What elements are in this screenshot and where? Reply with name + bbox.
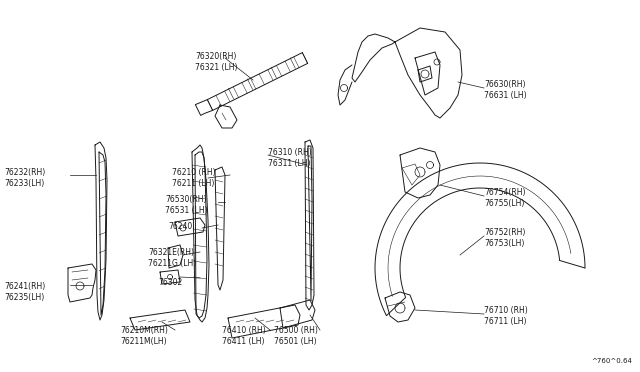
Text: 76210M(RH)
76211M(LH): 76210M(RH) 76211M(LH) [120,326,168,346]
Text: ^760^0.64: ^760^0.64 [591,358,632,364]
Text: 76210 (RH)
76211 (LH): 76210 (RH) 76211 (LH) [172,168,216,188]
Text: 76630(RH)
76631 (LH): 76630(RH) 76631 (LH) [484,80,527,100]
Text: 76232(RH)
76233(LH): 76232(RH) 76233(LH) [4,168,45,188]
Text: 76310 (RH)
76311 (LH): 76310 (RH) 76311 (LH) [268,148,312,168]
Text: 76241(RH)
76235(LH): 76241(RH) 76235(LH) [4,282,45,302]
Text: 76752(RH)
76753(LH): 76752(RH) 76753(LH) [484,228,525,248]
Text: 76302: 76302 [158,278,182,287]
Text: 76530(RH)
76531 (LH): 76530(RH) 76531 (LH) [165,195,207,215]
Text: 76410 (RH)
76411 (LH): 76410 (RH) 76411 (LH) [222,326,266,346]
Text: 76320(RH)
76321 (LH): 76320(RH) 76321 (LH) [195,52,237,72]
Text: 76321E(RH)
76211G (LH): 76321E(RH) 76211G (LH) [148,248,196,268]
Text: 76240: 76240 [168,222,192,231]
Text: 76754(RH)
76755(LH): 76754(RH) 76755(LH) [484,188,525,208]
Text: 76710 (RH)
76711 (LH): 76710 (RH) 76711 (LH) [484,306,528,326]
Text: 76500 (RH)
76501 (LH): 76500 (RH) 76501 (LH) [274,326,318,346]
